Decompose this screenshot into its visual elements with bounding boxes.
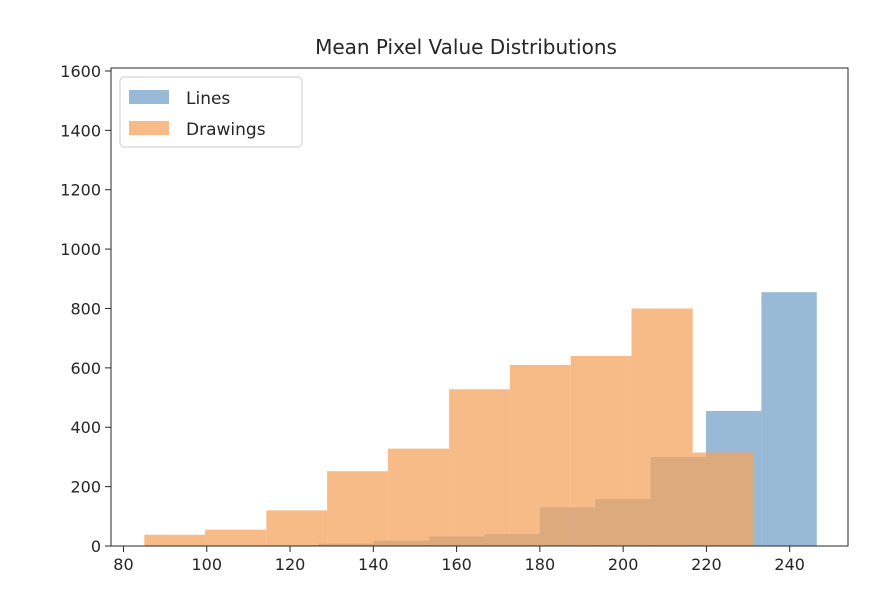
y-tick-label-600: 600 <box>70 359 101 378</box>
y-tick-label-800: 800 <box>70 299 101 318</box>
bar-drawings-1 <box>205 529 267 546</box>
bar-lines-9 <box>761 292 817 546</box>
x-tick-label-80: 80 <box>113 555 133 574</box>
plot-frame <box>110 67 849 547</box>
x-tick-label-120: 120 <box>275 555 306 574</box>
y-tick-label-1400: 1400 <box>60 121 101 140</box>
x-tick-label-140: 140 <box>358 555 389 574</box>
legend-swatch-drawings <box>129 121 169 135</box>
bar-drawings-4 <box>387 448 450 546</box>
bar-drawings-9 <box>692 452 754 546</box>
y-tick-label-1000: 1000 <box>60 240 101 259</box>
legend: Lines Drawings <box>119 76 303 148</box>
x-axis: 80 100 120 140 160 180 200 220 240 <box>113 546 805 574</box>
y-axis: 0 200 400 600 800 1000 1200 1400 1600 <box>60 62 111 556</box>
y-tick-label-0: 0 <box>91 537 101 556</box>
x-tick-label-220: 220 <box>691 555 722 574</box>
bar-drawings-0 <box>144 534 206 546</box>
x-tick-label-240: 240 <box>774 555 805 574</box>
y-tick-label-400: 400 <box>70 418 101 437</box>
bars-layer <box>144 292 817 546</box>
bar-drawings-3 <box>327 471 388 546</box>
legend-swatch-lines <box>129 90 169 104</box>
bar-drawings-5 <box>449 389 510 546</box>
x-tick-label-200: 200 <box>608 555 639 574</box>
bar-drawings-7 <box>570 355 632 546</box>
legend-label-lines: Lines <box>186 89 230 109</box>
bar-drawings-6 <box>509 364 571 546</box>
legend-label-drawings: Drawings <box>186 120 266 140</box>
x-tick-label-160: 160 <box>441 555 472 574</box>
y-tick-label-1200: 1200 <box>60 181 101 200</box>
bar-drawings-8 <box>631 308 693 546</box>
chart-title: Mean Pixel Value Distributions <box>315 35 617 59</box>
y-tick-label-1600: 1600 <box>60 62 101 81</box>
y-tick-label-200: 200 <box>70 478 101 497</box>
x-tick-label-180: 180 <box>525 555 556 574</box>
x-tick-label-100: 100 <box>191 555 222 574</box>
bar-drawings-2 <box>266 510 328 546</box>
